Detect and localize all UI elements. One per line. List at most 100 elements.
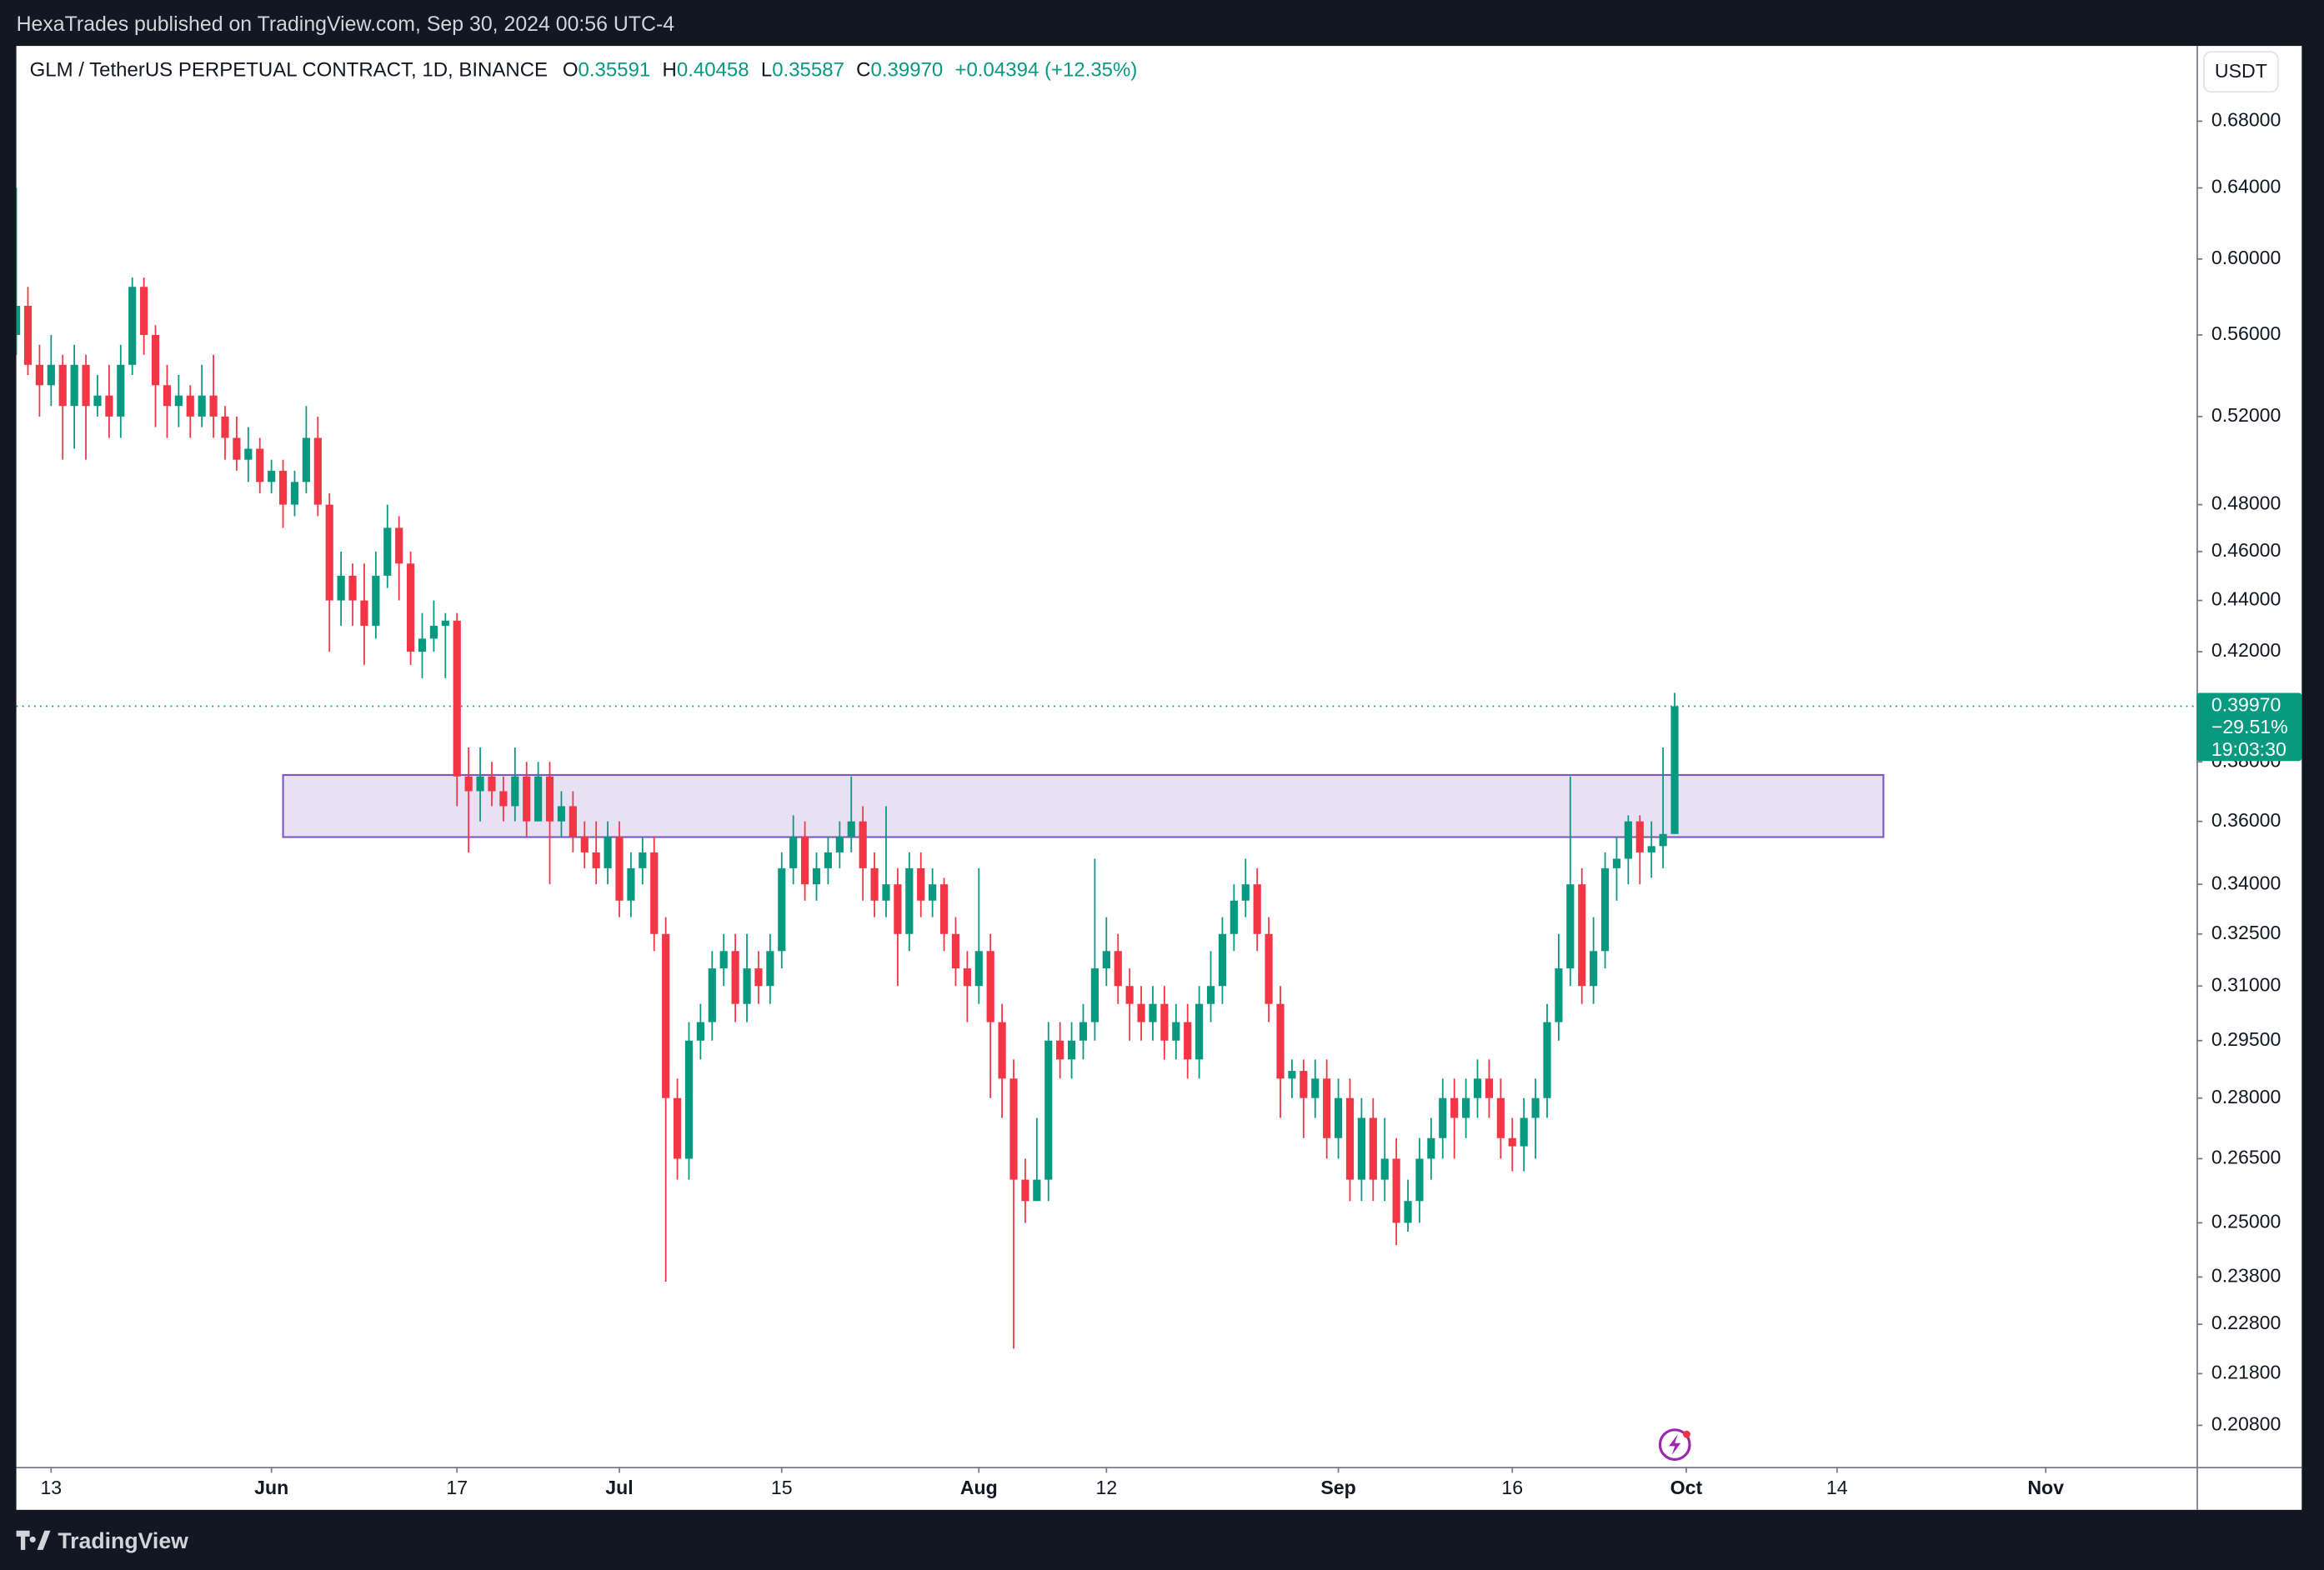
candle-body xyxy=(1590,951,1598,987)
candle-body xyxy=(859,821,867,868)
candle-body xyxy=(1009,1078,1018,1180)
candle-body xyxy=(209,395,218,417)
candle-body xyxy=(407,563,415,652)
candle-body xyxy=(754,968,763,987)
candle-body xyxy=(290,482,299,505)
candle-body xyxy=(244,448,253,460)
candle-body xyxy=(313,438,322,505)
y-tick-label: 0.22800 xyxy=(2211,1312,2281,1333)
candle-body xyxy=(743,968,751,1004)
candle-body xyxy=(939,884,949,934)
candle-body xyxy=(1021,1179,1029,1202)
candle-body xyxy=(1659,833,1667,847)
candle-body xyxy=(1265,933,1273,1004)
y-tick-label: 0.21800 xyxy=(2211,1361,2281,1382)
x-tick-label: Jun xyxy=(254,1477,288,1498)
price-label-box xyxy=(2196,692,2302,762)
candle-body xyxy=(1102,951,1110,969)
candle-body xyxy=(1439,1098,1447,1138)
candle-body xyxy=(1288,1071,1296,1079)
candle-body xyxy=(778,868,786,952)
candle-body xyxy=(441,620,449,626)
currency[interactable]: USDT xyxy=(2215,60,2267,82)
x-tick-label: 12 xyxy=(1095,1477,1117,1498)
candle-body xyxy=(1033,1179,1041,1202)
candle-body xyxy=(534,776,543,822)
candle-body xyxy=(627,868,635,901)
y-tick-label: 0.68000 xyxy=(2211,109,2281,131)
candle-body xyxy=(325,504,333,601)
candle-body xyxy=(1462,1098,1470,1118)
candle-body xyxy=(256,448,264,482)
candle-body xyxy=(174,395,183,407)
candle-body xyxy=(1612,858,1621,868)
candle-body xyxy=(1206,986,1215,1004)
ohlc-h-key: H xyxy=(663,59,677,82)
candle-body xyxy=(1647,846,1655,852)
candle-body xyxy=(580,837,589,852)
alert-dot xyxy=(1682,1430,1690,1438)
candle-body xyxy=(639,852,647,868)
y-tick-label: 0.48000 xyxy=(2211,492,2281,514)
candle-body xyxy=(696,1022,704,1041)
brand: TradingView xyxy=(58,1528,188,1553)
candle-body xyxy=(1531,1098,1540,1118)
symbol: GLM / TetherUS PERPETUAL CONTRACT, 1D, B… xyxy=(30,59,548,82)
x-tick-label: 15 xyxy=(771,1477,793,1498)
candle-body xyxy=(93,395,102,407)
y-tick-label: 0.64000 xyxy=(2211,176,2281,198)
candle-body xyxy=(708,968,716,1022)
candle-body xyxy=(360,600,368,626)
candle-body xyxy=(372,575,380,626)
plot xyxy=(16,188,2197,1349)
candle-body xyxy=(870,868,879,901)
candle-body xyxy=(568,806,577,838)
candle-body xyxy=(1496,1098,1505,1138)
candle-body xyxy=(70,364,78,407)
candle-body xyxy=(998,1022,1006,1079)
alert-icon[interactable] xyxy=(1658,1428,1691,1461)
x-tick-label: Oct xyxy=(1670,1477,1703,1498)
candle-body xyxy=(163,385,172,407)
candle-body xyxy=(105,395,113,417)
x-tick-label: Jul xyxy=(605,1477,633,1498)
candle-body xyxy=(221,416,229,438)
candle-body xyxy=(1600,868,1610,952)
candle-body xyxy=(429,625,438,639)
candle-body xyxy=(1079,1022,1088,1041)
y-tick-label: 0.32500 xyxy=(2211,922,2281,943)
y-tick-label: 0.56000 xyxy=(2211,322,2281,344)
candle-body xyxy=(592,852,600,868)
ohlc-l-value: 0.35587 xyxy=(772,59,844,82)
currency-button[interactable] xyxy=(2203,51,2279,93)
price-label-change: −29.51% xyxy=(2211,716,2288,738)
publisher: HexaTrades published on TradingView.com,… xyxy=(17,12,675,36)
candle-body xyxy=(801,837,809,885)
candle-body xyxy=(23,306,33,365)
alert-bolt xyxy=(1669,1434,1681,1456)
candle-body xyxy=(1345,1098,1355,1180)
symbol-title: GLM / TetherUS PERPETUAL CONTRACT, 1D, B… xyxy=(30,59,1138,82)
x-tick-label: Nov xyxy=(2027,1477,2064,1498)
candle-body xyxy=(1114,951,1122,987)
candle-body xyxy=(1230,900,1238,934)
candle-body xyxy=(186,395,194,417)
candle-body xyxy=(1369,1118,1377,1180)
candle-body xyxy=(789,837,798,868)
candle-body xyxy=(1323,1078,1331,1138)
candle-body xyxy=(117,364,125,417)
candle-body xyxy=(1508,1138,1516,1147)
candle-body xyxy=(1184,1022,1192,1060)
candle-body xyxy=(1578,884,1586,987)
ohlc-c-key: C xyxy=(856,59,870,82)
candle-body xyxy=(58,364,67,407)
candle-body xyxy=(1566,884,1575,969)
candle-body xyxy=(1218,933,1227,987)
ohlc-h-value: 0.40458 xyxy=(677,59,749,82)
x-tick-label: 16 xyxy=(1501,1477,1523,1498)
candle-body xyxy=(47,364,55,386)
candle-body xyxy=(1380,1158,1389,1180)
candle-body xyxy=(1555,968,1563,1022)
x-tick-label: 17 xyxy=(446,1477,468,1498)
candle-body xyxy=(1125,986,1134,1004)
